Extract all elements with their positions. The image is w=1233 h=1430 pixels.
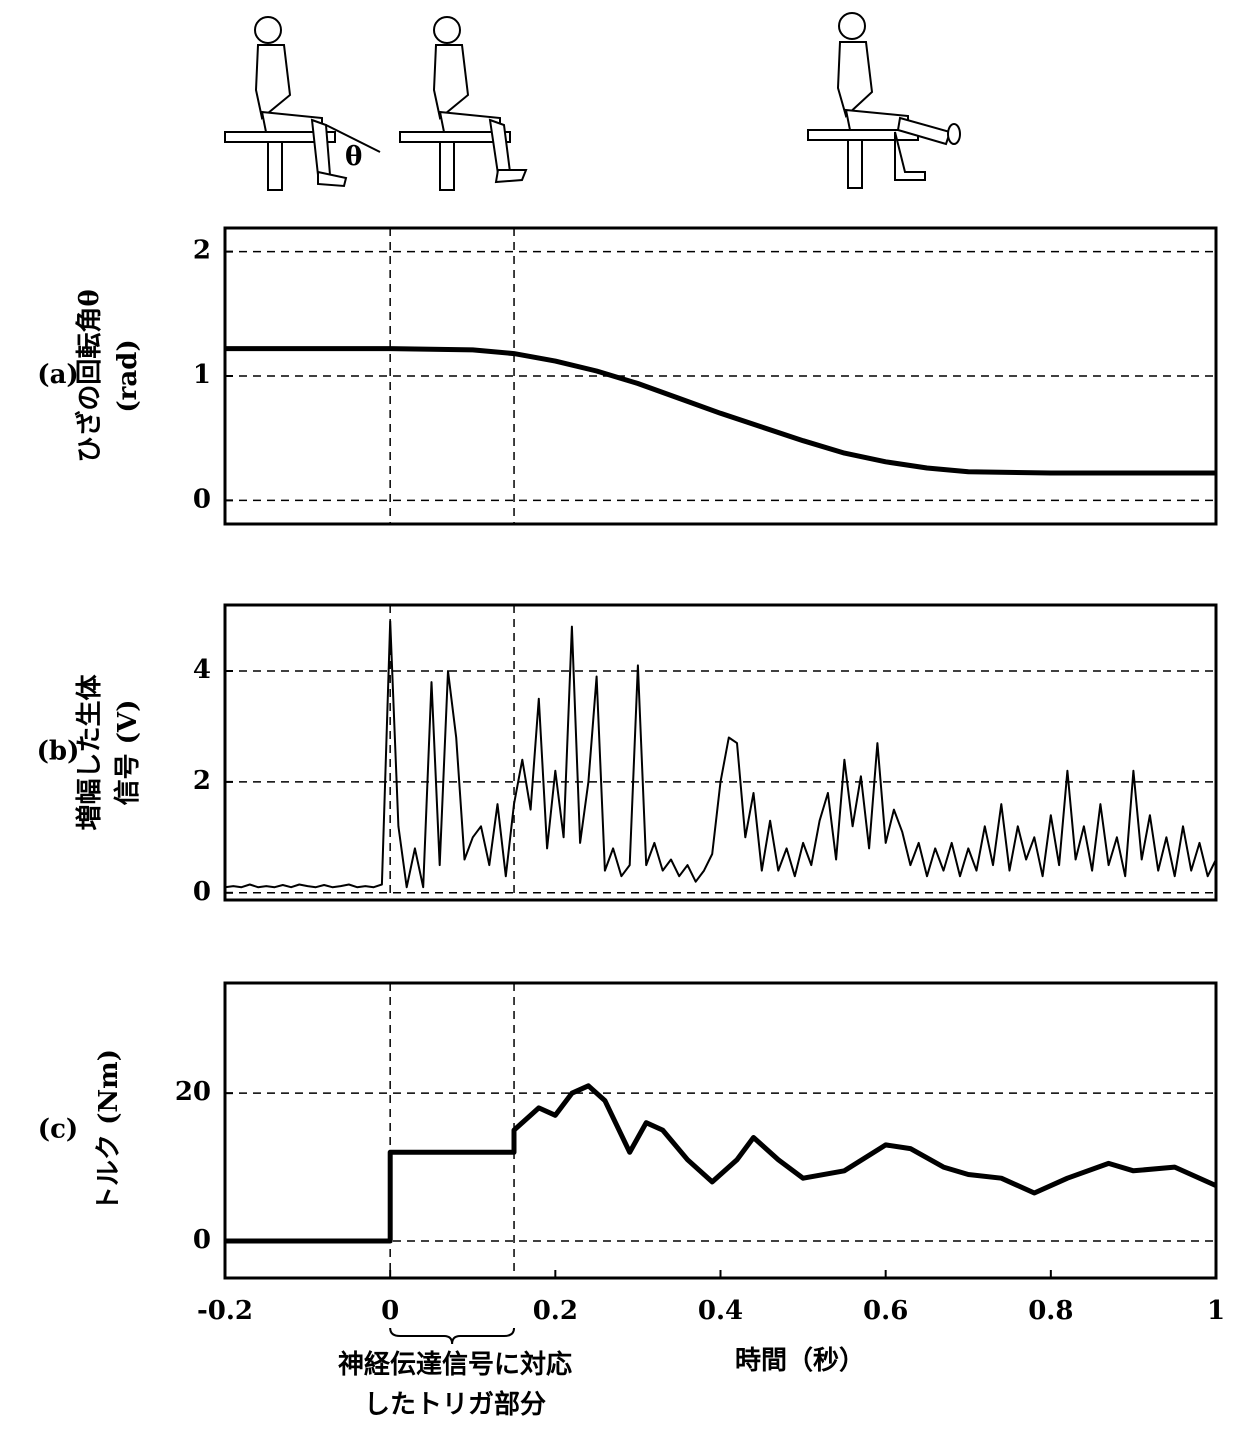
- figure-seated-2: [399, 16, 528, 191]
- y-axis-label: トルク (Nm): [94, 1049, 124, 1212]
- data-line: [224, 620, 1217, 889]
- plot-frame: [223, 603, 1218, 902]
- annotation-text: したトリガ部分: [364, 1390, 546, 1420]
- figure-leg-extended: [807, 12, 961, 189]
- data-line: [225, 1083, 1218, 1244]
- y-tick-label: 0: [193, 484, 211, 514]
- x-tick-label: 0.6: [863, 1296, 908, 1326]
- y-tick-label: 1: [193, 360, 211, 390]
- annotation-brace: [389, 1327, 516, 1345]
- angle-label: θ: [345, 142, 362, 172]
- y-axis-label: 増幅した生体: [75, 674, 105, 831]
- y-tick-label: 20: [175, 1077, 211, 1107]
- x-tick-label: 0.8: [1028, 1296, 1073, 1326]
- y-axis-label: (rad): [113, 339, 143, 412]
- x-tick-label: -0.2: [197, 1296, 253, 1326]
- x-tick-label: 0.2: [533, 1296, 578, 1326]
- data-line: [225, 346, 1216, 476]
- figure-seated: [224, 16, 381, 191]
- y-tick-label: 2: [193, 766, 211, 796]
- y-tick-label: 4: [193, 655, 211, 685]
- y-axis-label: ひざの回転角θ: [74, 289, 105, 462]
- x-tick-label: 1: [1207, 1296, 1225, 1326]
- posture-illustrations: θ: [224, 12, 961, 191]
- y-tick-label: 0: [193, 877, 211, 907]
- x-tick-label: 0.4: [698, 1296, 743, 1326]
- panel-label: (c): [38, 1115, 78, 1145]
- plot-frame: [223, 981, 1218, 1280]
- y-tick-label: 0: [193, 1225, 211, 1255]
- annotation-text: 神経伝達信号に対応: [338, 1349, 572, 1380]
- panel-label: (b): [37, 737, 80, 767]
- y-axis-label: 信号 (V): [113, 700, 143, 806]
- panel-label: (a): [37, 360, 78, 390]
- plot-frame: [223, 226, 1218, 526]
- y-tick-label: 2: [193, 236, 211, 266]
- x-tick-label: 0: [381, 1296, 399, 1326]
- x-axis-label: 時間（秒）: [735, 1346, 865, 1376]
